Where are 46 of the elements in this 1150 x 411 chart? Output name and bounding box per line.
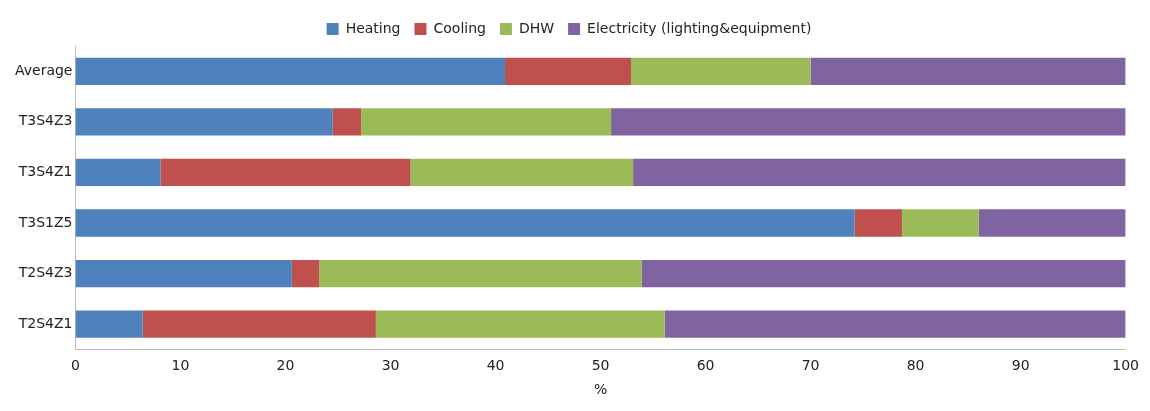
bar bbox=[641, 259, 1126, 288]
bar bbox=[142, 310, 376, 338]
x-tick-label: 30 bbox=[381, 357, 400, 374]
bar bbox=[75, 310, 143, 338]
bar bbox=[375, 310, 665, 338]
y-tick-label: Average bbox=[14, 61, 73, 78]
x-tick-label: 0 bbox=[71, 357, 80, 374]
bar bbox=[291, 259, 320, 288]
y-tick-label: T3S1Z5 bbox=[17, 213, 73, 230]
bar bbox=[75, 209, 855, 237]
bar bbox=[901, 209, 979, 237]
legend-label: DHW bbox=[518, 19, 555, 36]
y-tick-label: T2S4Z3 bbox=[17, 264, 73, 281]
x-tick-label: 100 bbox=[1112, 357, 1140, 374]
y-tick-label: T2S4Z1 bbox=[17, 314, 73, 331]
bar bbox=[75, 57, 505, 85]
bar bbox=[75, 108, 333, 136]
bar bbox=[332, 108, 362, 136]
x-tick-label: 80 bbox=[906, 357, 925, 374]
legend-label: Cooling bbox=[433, 19, 486, 36]
bar bbox=[361, 108, 612, 136]
bar bbox=[75, 259, 292, 288]
x-tick-label: 40 bbox=[486, 357, 505, 374]
x-tick-label: 70 bbox=[801, 357, 820, 374]
x-tick-label: 60 bbox=[696, 357, 715, 374]
x-tick-label: 90 bbox=[1011, 357, 1030, 374]
bar bbox=[75, 158, 161, 187]
legend-label: Heating bbox=[345, 19, 401, 36]
x-axis-title: % bbox=[593, 381, 608, 398]
bar bbox=[854, 209, 902, 237]
bar bbox=[631, 57, 811, 85]
bar bbox=[505, 57, 632, 85]
bar bbox=[611, 108, 1126, 136]
y-tick-label: T3S4Z3 bbox=[17, 112, 73, 129]
bar bbox=[410, 158, 634, 187]
bar bbox=[633, 158, 1126, 187]
x-tick-label: 50 bbox=[591, 357, 610, 374]
bar bbox=[664, 310, 1126, 338]
x-tick-label: 20 bbox=[276, 357, 295, 374]
bar bbox=[978, 209, 1126, 237]
x-tick-label: 10 bbox=[171, 357, 190, 374]
bar bbox=[319, 259, 642, 288]
bar bbox=[160, 158, 411, 187]
bar bbox=[810, 57, 1126, 85]
legend-label: Electricity (lighting&equipment) bbox=[587, 19, 812, 36]
y-tick-label: T3S4Z1 bbox=[17, 163, 73, 180]
